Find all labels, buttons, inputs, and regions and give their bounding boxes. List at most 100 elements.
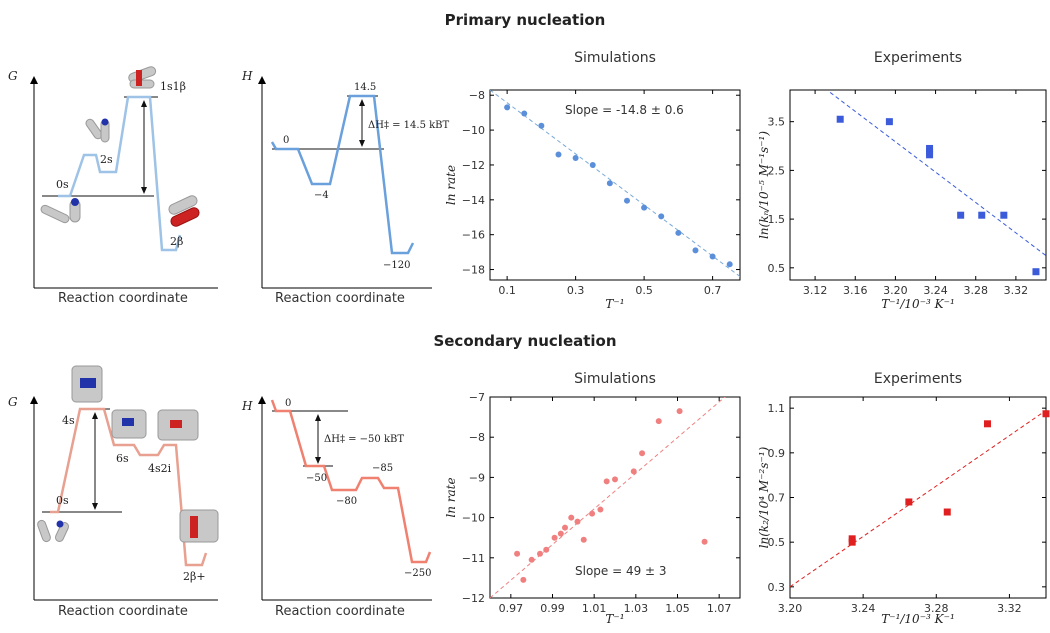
data-point — [623, 197, 630, 204]
y-tick-label: −14 — [462, 194, 485, 207]
x-tick-label: 0.99 — [540, 602, 565, 615]
label-m50: −50 — [306, 473, 327, 484]
data-point — [848, 538, 856, 546]
data-point — [957, 211, 965, 219]
label-1s1b: 1s1β — [160, 80, 186, 93]
slope-annotation: Slope = -14.8 ± 0.6 — [565, 103, 684, 117]
data-point — [521, 110, 528, 117]
x-tick-label: 3.28 — [963, 284, 988, 297]
data-point — [528, 556, 535, 563]
x-tick-label: 3.12 — [803, 284, 828, 297]
x-tick-label: 0.1 — [498, 284, 516, 297]
secondary-g-axes — [30, 396, 218, 601]
primary-g-axes — [30, 76, 218, 289]
molecule-icon-4s2i — [157, 409, 199, 441]
x-tick-label: 0.7 — [704, 284, 722, 297]
molecule-icon-0s — [37, 519, 70, 543]
secondary-h-profile — [270, 399, 432, 564]
data-point — [543, 546, 550, 553]
label-zero: 0 — [285, 398, 291, 409]
secondary-h-axes — [258, 396, 432, 601]
data-point — [639, 450, 646, 457]
y-tick-label: −10 — [462, 124, 485, 137]
molecule-icon-2s — [85, 118, 110, 143]
molecule-icon-2b-plus — [179, 509, 219, 543]
fit-line — [490, 397, 726, 598]
label-2b-plus: 2β+ — [183, 570, 206, 583]
y-axis-label: ln rate — [444, 165, 458, 205]
data-point — [520, 576, 527, 583]
label-0s: 0s — [56, 494, 69, 507]
y-tick-label: −12 — [462, 592, 485, 605]
data-point — [926, 151, 934, 159]
x-axis-label: T⁻¹/10⁻³ K⁻¹ — [881, 297, 955, 311]
x-tick-label: 3.32 — [997, 602, 1022, 615]
label-m85: −85 — [372, 463, 393, 474]
data-point — [709, 253, 716, 260]
y-tick-label: −16 — [462, 229, 485, 242]
y-axis-label: ln(k₂/10⁴ M⁻²s⁻¹) — [757, 446, 771, 548]
molecule-icon-0s — [40, 198, 81, 224]
x-axis-label: T⁻¹ — [605, 612, 624, 626]
data-point — [589, 510, 596, 517]
reaction-coordinate-label: Reaction coordinate — [58, 291, 188, 306]
label-0s: 0s — [56, 178, 69, 191]
x-axis-label: T⁻¹/10⁻³ K⁻¹ — [881, 612, 955, 626]
label-2s: 2s — [100, 153, 113, 166]
data-point — [551, 534, 558, 541]
x-axis-label: T⁻¹ — [605, 297, 624, 311]
label-end: −250 — [404, 568, 431, 579]
barrier-label: ΔH‡ = −50 kBT — [324, 434, 404, 445]
data-point — [658, 213, 665, 220]
g-axis-label: G — [8, 69, 18, 83]
slope-annotation: Slope = 49 ± 3 — [575, 564, 667, 578]
y-tick-label: −11 — [462, 552, 485, 565]
x-tick-label: 1.07 — [707, 602, 732, 615]
reaction-coordinate-label: Reaction coordinate — [58, 604, 188, 619]
primary-h-profile — [270, 94, 415, 255]
h-axis-label: H — [241, 69, 253, 83]
y-tick-label: 1.5 — [768, 213, 786, 226]
x-tick-label: 0.97 — [499, 602, 524, 615]
label-end: −120 — [383, 260, 410, 271]
y-tick-label: −8 — [469, 431, 485, 444]
data-point — [943, 508, 951, 516]
plot-frame — [489, 396, 741, 599]
label-top: 14.5 — [354, 82, 376, 93]
data-point — [597, 506, 604, 513]
x-tick-label: 3.28 — [924, 602, 949, 615]
plot-frame — [489, 89, 741, 281]
plot-frame — [789, 89, 1047, 281]
reaction-coordinate-label: Reaction coordinate — [275, 291, 405, 306]
reaction-coordinate-label: Reaction coordinate — [275, 604, 405, 619]
y-tick-label: 2.5 — [768, 164, 786, 177]
label-min: −4 — [314, 190, 329, 201]
molecule-icon-4s — [71, 365, 103, 403]
data-point — [983, 420, 991, 428]
x-tick-label: 1.01 — [582, 602, 607, 615]
label-4s: 4s — [62, 414, 75, 427]
data-point — [630, 468, 637, 475]
chart-title: Simulations — [574, 371, 656, 387]
g-axis-label: G — [8, 395, 18, 409]
data-point — [538, 122, 545, 129]
data-point — [675, 229, 682, 236]
label-m80: −80 — [336, 496, 357, 507]
y-axis-label: ln(kₙ/10⁻⁵ M⁻¹s⁻¹) — [757, 131, 771, 239]
y-tick-label: −10 — [462, 512, 485, 525]
data-point — [514, 550, 521, 557]
primary-h-axes — [258, 76, 432, 289]
data-point — [555, 151, 562, 158]
chart-title: Experiments — [874, 371, 962, 387]
data-point — [701, 538, 708, 545]
y-tick-label: −18 — [462, 264, 485, 277]
data-point — [603, 478, 610, 485]
y-tick-label: 0.3 — [768, 581, 786, 594]
y-tick-label: 0.7 — [768, 492, 786, 505]
molecule-icon-6s — [111, 409, 147, 439]
y-tick-label: 0.9 — [768, 447, 786, 460]
y-tick-label: 1.1 — [768, 402, 786, 415]
